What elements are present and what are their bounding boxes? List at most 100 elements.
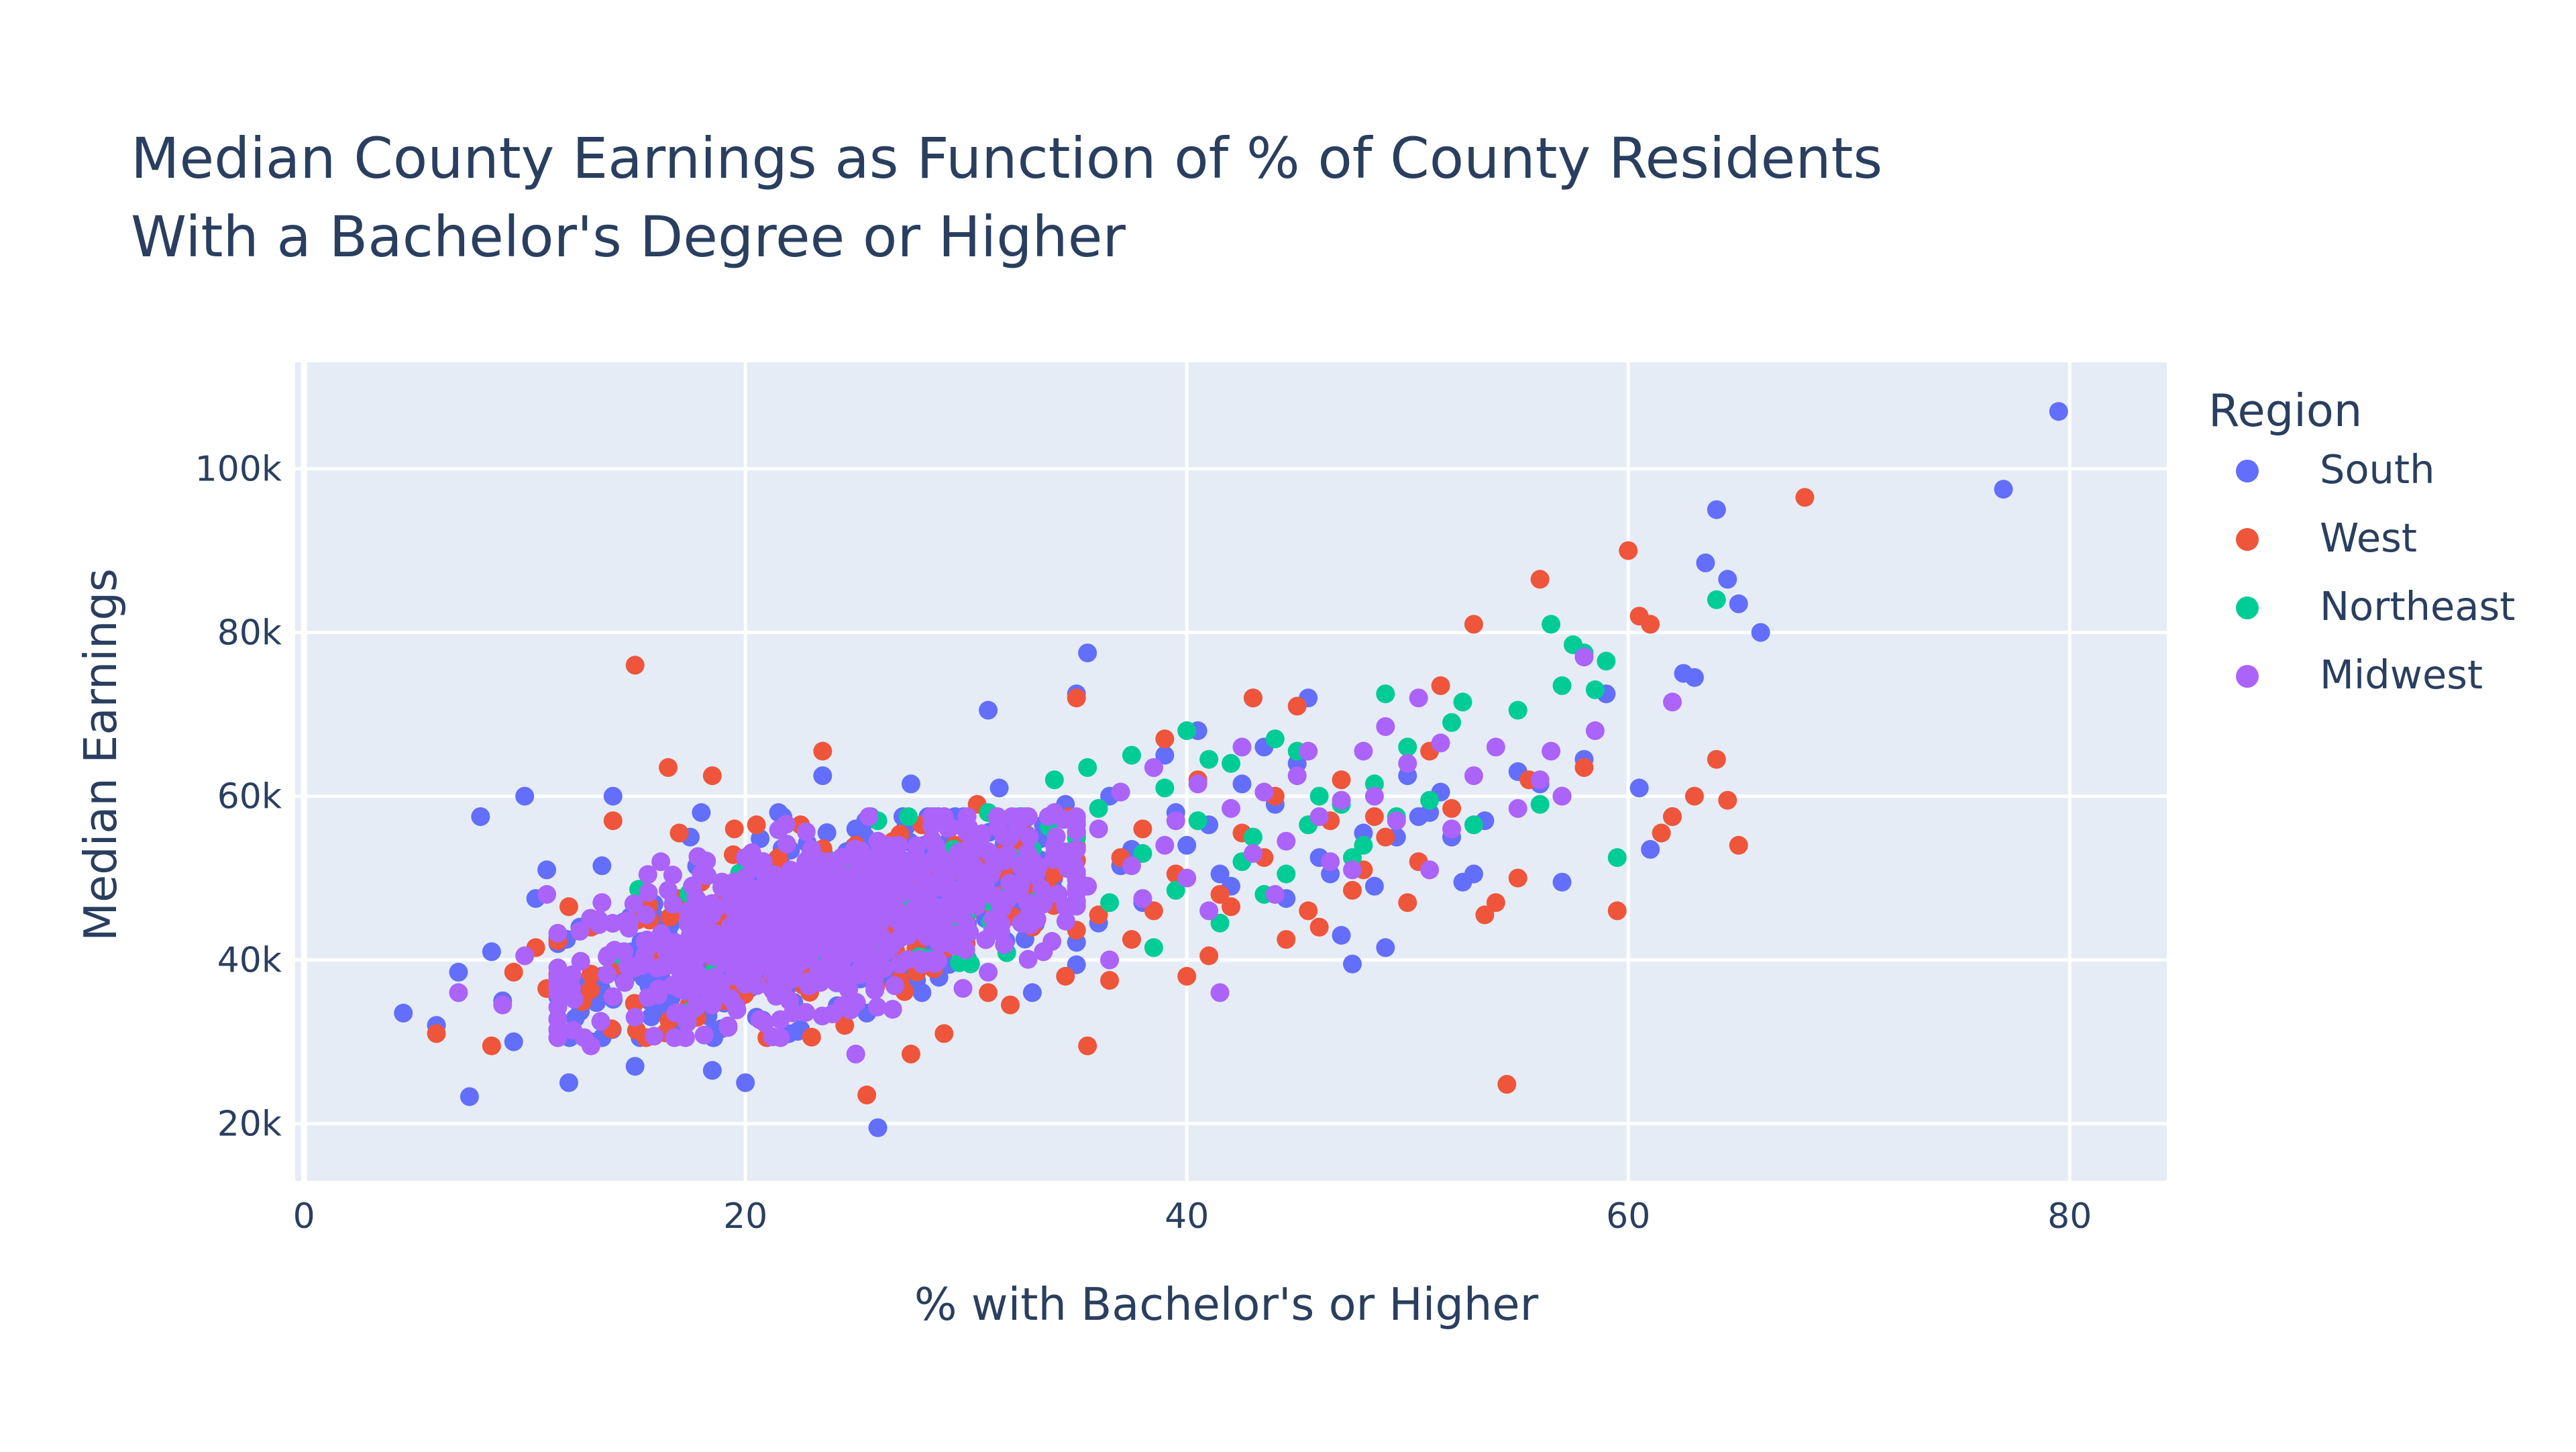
data-point [1089,905,1108,925]
data-point [1464,815,1483,835]
data-point [482,1036,501,1055]
data-point [995,935,1014,954]
data-point [1364,807,1384,827]
data-point [1287,696,1307,716]
data-point [1277,831,1296,851]
data-point [598,965,617,984]
data-point [837,909,857,929]
data-point [1542,615,1561,634]
data-point [1641,839,1660,859]
data-point [1552,676,1572,695]
data-point [1222,798,1240,818]
data-point [1122,745,1141,765]
data-point [1044,803,1064,822]
data-point [1508,868,1527,888]
data-point [493,995,513,1015]
data-point [1663,807,1682,827]
data-point [867,997,887,1017]
x-tick-label: 40 [1165,1196,1209,1237]
data-point [449,983,468,1002]
data-point [394,1003,413,1023]
data-point [591,1012,610,1031]
data-point [1199,749,1219,769]
data-point [901,774,920,794]
data-point [1497,1075,1517,1094]
data-point [813,958,833,978]
data-point [953,979,973,998]
data-point [659,758,678,777]
data-point [669,823,689,843]
x-tick-label: 80 [2047,1196,2092,1237]
data-point [802,1027,821,1047]
data-point [857,1085,877,1104]
data-point [669,979,689,998]
data-point [1056,967,1075,986]
data-point [1210,913,1230,933]
data-point [1144,938,1163,957]
data-point [449,962,468,982]
data-point [984,852,1004,872]
data-point [537,885,557,904]
data-point [625,1008,645,1027]
data-point [1629,778,1649,798]
data-point [712,878,732,897]
data-point [1597,652,1616,671]
data-point [1133,844,1152,863]
data-point [816,940,835,960]
data-point [782,959,802,978]
y-tick-label: 60k [217,777,282,817]
data-point [504,962,523,982]
data-point [763,1027,782,1047]
data-point [857,917,877,937]
data-point [839,965,858,984]
data-point [676,941,696,961]
data-point [718,1016,738,1035]
data-point [824,897,843,917]
data-point [1006,807,1025,827]
data-point [851,898,870,917]
data-point [1122,930,1141,949]
data-point [1122,856,1141,876]
data-point [625,656,645,675]
data-point [1684,786,1704,806]
data-point [1464,766,1483,786]
data-point [1607,848,1627,868]
data-point [570,921,590,941]
data-point [791,938,810,957]
data-point [1398,893,1417,913]
data-point [1453,692,1472,712]
data-point [1243,688,1263,708]
data-point [1064,854,1083,874]
data-point [816,872,835,892]
data-point [638,865,657,884]
data-point [1210,983,1230,1002]
data-point [1210,885,1230,904]
data-point [1177,721,1197,740]
data-point [1718,790,1737,810]
data-point [797,878,816,897]
data-point [603,786,623,806]
data-point [915,870,934,889]
data-point [1718,570,1737,589]
data-point [957,815,976,835]
data-point [1530,770,1550,790]
data-point [724,819,744,839]
data-point [1684,668,1704,687]
chart-title-line-2: With a Bachelor's Degree or Higher [131,204,1126,270]
data-point [926,837,946,856]
data-point [1020,827,1039,847]
data-point [987,807,1007,827]
data-point [1309,917,1329,937]
data-point [1000,827,1020,847]
data-point [724,901,744,921]
data-point [637,905,656,925]
data-point [736,848,755,868]
data-point [945,926,965,945]
data-point [930,858,950,878]
x-axis-title: % with Bachelor's or Higher [914,1278,1539,1331]
data-point [1431,676,1450,695]
data-point [750,1010,769,1029]
data-point [559,1073,578,1092]
data-point [1729,594,1748,613]
data-point [1442,819,1462,839]
